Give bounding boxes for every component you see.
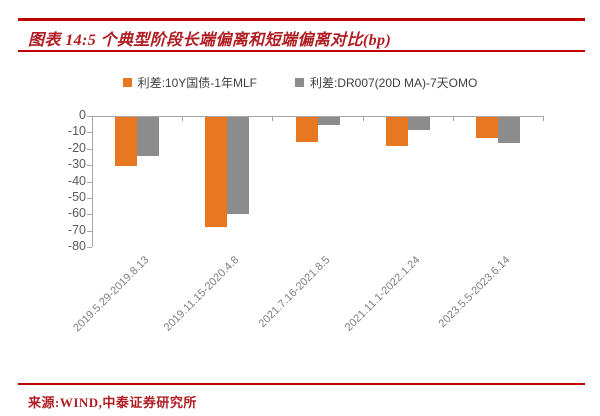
y-axis-label: -40 (67, 173, 86, 188)
y-axis-label: -70 (67, 222, 86, 237)
y-axis-tick (87, 132, 92, 134)
chart-title: 图表 14:5 个典型阶段长端偏离和短端偏离对比(bp) (28, 32, 392, 49)
y-axis-tick (87, 197, 92, 199)
bar-long-end-spread (385, 117, 408, 147)
legend-label: 利差:10Y国债-1年MLF (137, 76, 257, 90)
y-axis-tick (87, 247, 92, 248)
bar-long-end-spread (475, 117, 498, 139)
x-axis-tick (272, 116, 274, 121)
x-axis-tick (452, 116, 454, 121)
y-axis-label: 0 (79, 108, 86, 122)
legend-swatch-icon (122, 78, 132, 87)
y-axis-label: -20 (67, 140, 86, 155)
top-rule (18, 18, 585, 21)
x-axis-tick (362, 116, 364, 121)
bar-short-end-spread (137, 117, 160, 157)
y-axis-label: -50 (67, 189, 86, 204)
title-underline-rule (18, 50, 585, 52)
footer-rule (18, 383, 585, 385)
bar-long-end-spread (295, 117, 318, 142)
y-axis-tick (87, 165, 92, 167)
bar-long-end-spread (115, 117, 138, 167)
y-axis-label: -60 (67, 206, 86, 221)
y-axis-tick (87, 148, 92, 150)
y-axis-label: -30 (67, 157, 86, 172)
bar-short-end-spread (227, 117, 250, 214)
y-axis-tick (87, 116, 92, 117)
x-axis-tick (543, 116, 544, 121)
plot-area (92, 116, 543, 247)
source-note: 来源:WIND,中泰证券研究所 (28, 395, 197, 410)
legend-item: 利差:DR007(20D MA)-7天OMO (294, 74, 478, 91)
y-axis-tick (87, 230, 92, 232)
y-axis-label: -10 (67, 124, 86, 139)
bar-short-end-spread (317, 117, 340, 126)
legend-label: 利差:DR007(20D MA)-7天OMO (309, 76, 478, 90)
bar-short-end-spread (407, 117, 430, 131)
y-axis-tick (87, 181, 92, 183)
y-axis-tick (87, 214, 92, 216)
bar-long-end-spread (205, 117, 228, 227)
legend-item: 利差:10Y国债-1年MLF (122, 74, 257, 91)
chart-legend: 利差:10Y国债-1年MLF 利差:DR007(20D MA)-7天OMO (0, 74, 600, 91)
x-axis-tick (182, 116, 184, 121)
bar-short-end-spread (497, 117, 520, 144)
legend-swatch-icon (294, 78, 304, 87)
y-axis-label: -80 (67, 239, 86, 253)
